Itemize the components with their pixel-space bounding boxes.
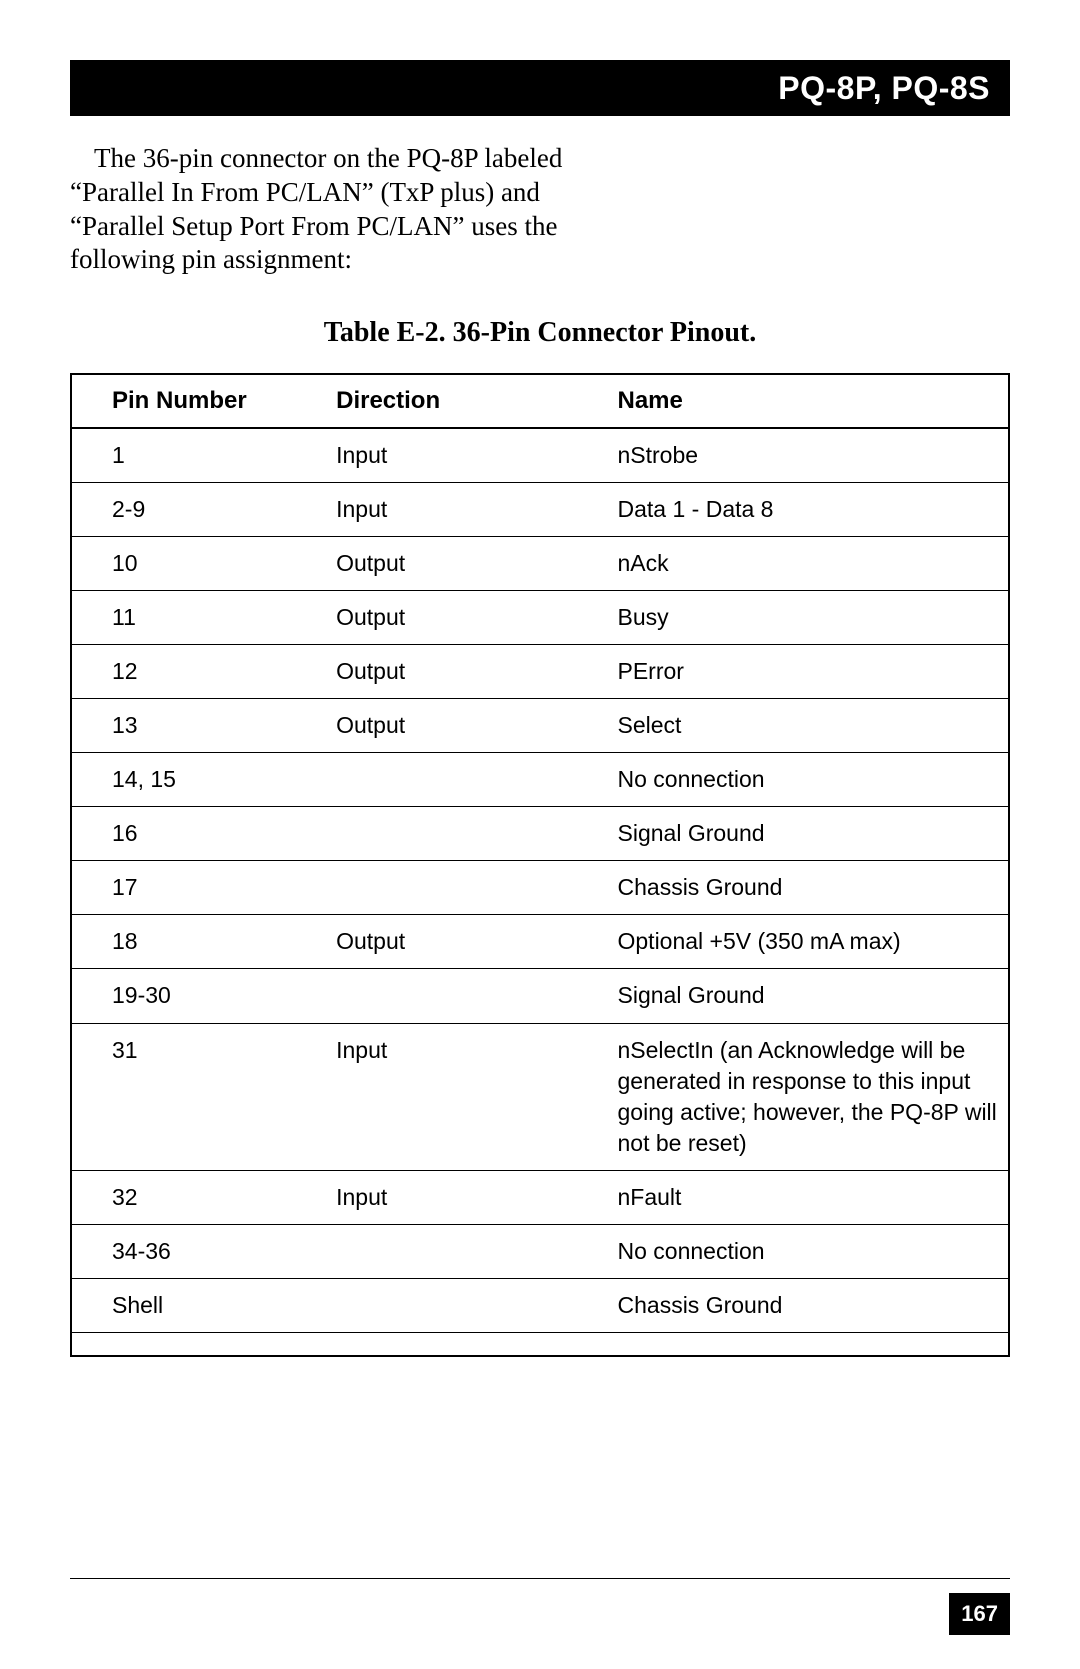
header-bar: PQ-8P, PQ-8S	[70, 60, 1010, 116]
cell-pin: 11	[71, 591, 296, 645]
table-row: 12 Output PError	[71, 645, 1009, 699]
table-body: 1 Input nStrobe 2-9 Input Data 1 - Data …	[71, 428, 1009, 1356]
cell-pin: 31	[71, 1023, 296, 1170]
cell-dir: Output	[296, 699, 577, 753]
cell-empty	[578, 1332, 1010, 1356]
col-pin-number: Pin Number	[71, 374, 296, 428]
table-row: 16 Signal Ground	[71, 807, 1009, 861]
table-row: 13 Output Select	[71, 699, 1009, 753]
cell-pin: 10	[71, 537, 296, 591]
cell-name: Chassis Ground	[578, 1278, 1010, 1332]
col-direction: Direction	[296, 374, 577, 428]
table-row: 31 Input nSelectIn (an Acknowledge will …	[71, 1023, 1009, 1170]
intro-paragraph: The 36-pin connector on the PQ-8P labele…	[70, 142, 580, 277]
cell-name: Signal Ground	[578, 807, 1010, 861]
cell-dir	[296, 969, 577, 1023]
table-row: 1 Input nStrobe	[71, 428, 1009, 483]
cell-dir: Input	[296, 1023, 577, 1170]
table-row: 14, 15 No connection	[71, 753, 1009, 807]
header-title: PQ-8P, PQ-8S	[778, 70, 990, 107]
cell-empty	[296, 1332, 577, 1356]
cell-name: PError	[578, 645, 1010, 699]
cell-dir: Output	[296, 645, 577, 699]
cell-dir	[296, 1224, 577, 1278]
cell-name: Chassis Ground	[578, 861, 1010, 915]
table-row: 17 Chassis Ground	[71, 861, 1009, 915]
cell-dir: Input	[296, 483, 577, 537]
bottom-rule	[70, 1578, 1010, 1579]
cell-pin: 16	[71, 807, 296, 861]
cell-dir: Input	[296, 1170, 577, 1224]
cell-name: nSelectIn (an Acknowledge will be genera…	[578, 1023, 1010, 1170]
cell-name: nFault	[578, 1170, 1010, 1224]
cell-pin: 14, 15	[71, 753, 296, 807]
cell-empty	[71, 1332, 296, 1356]
table-row: 10 Output nAck	[71, 537, 1009, 591]
cell-name: No connection	[578, 753, 1010, 807]
cell-name: nStrobe	[578, 428, 1010, 483]
cell-pin: 18	[71, 915, 296, 969]
cell-pin: 34-36	[71, 1224, 296, 1278]
cell-pin: 19-30	[71, 969, 296, 1023]
cell-pin: 13	[71, 699, 296, 753]
col-name: Name	[578, 374, 1010, 428]
table-row: 2-9 Input Data 1 - Data 8	[71, 483, 1009, 537]
cell-pin: 1	[71, 428, 296, 483]
cell-name: Signal Ground	[578, 969, 1010, 1023]
cell-dir	[296, 753, 577, 807]
table-row: 34-36 No connection	[71, 1224, 1009, 1278]
table-row: 18 Output Optional +5V (350 mA max)	[71, 915, 1009, 969]
cell-pin: 2-9	[71, 483, 296, 537]
pinout-table: Pin Number Direction Name 1 Input nStrob…	[70, 373, 1010, 1357]
cell-pin: 12	[71, 645, 296, 699]
table-row: 11 Output Busy	[71, 591, 1009, 645]
page-number: 167	[949, 1593, 1010, 1635]
table-header-row: Pin Number Direction Name	[71, 374, 1009, 428]
cell-name: Optional +5V (350 mA max)	[578, 915, 1010, 969]
cell-name: Busy	[578, 591, 1010, 645]
cell-name: No connection	[578, 1224, 1010, 1278]
document-page: PQ-8P, PQ-8S The 36-pin connector on the…	[0, 0, 1080, 1669]
table-spacer-row	[71, 1332, 1009, 1356]
cell-name: nAck	[578, 537, 1010, 591]
cell-name: Select	[578, 699, 1010, 753]
table-row: 19-30 Signal Ground	[71, 969, 1009, 1023]
cell-name: Data 1 - Data 8	[578, 483, 1010, 537]
table-row: 32 Input nFault	[71, 1170, 1009, 1224]
table-row: Shell Chassis Ground	[71, 1278, 1009, 1332]
cell-dir	[296, 1278, 577, 1332]
cell-dir: Output	[296, 537, 577, 591]
cell-dir	[296, 807, 577, 861]
cell-pin: 32	[71, 1170, 296, 1224]
cell-pin: Shell	[71, 1278, 296, 1332]
cell-dir: Input	[296, 428, 577, 483]
cell-pin: 17	[71, 861, 296, 915]
table-caption: Table E-2. 36-Pin Connector Pinout.	[70, 317, 1010, 349]
cell-dir: Output	[296, 915, 577, 969]
cell-dir: Output	[296, 591, 577, 645]
cell-dir	[296, 861, 577, 915]
